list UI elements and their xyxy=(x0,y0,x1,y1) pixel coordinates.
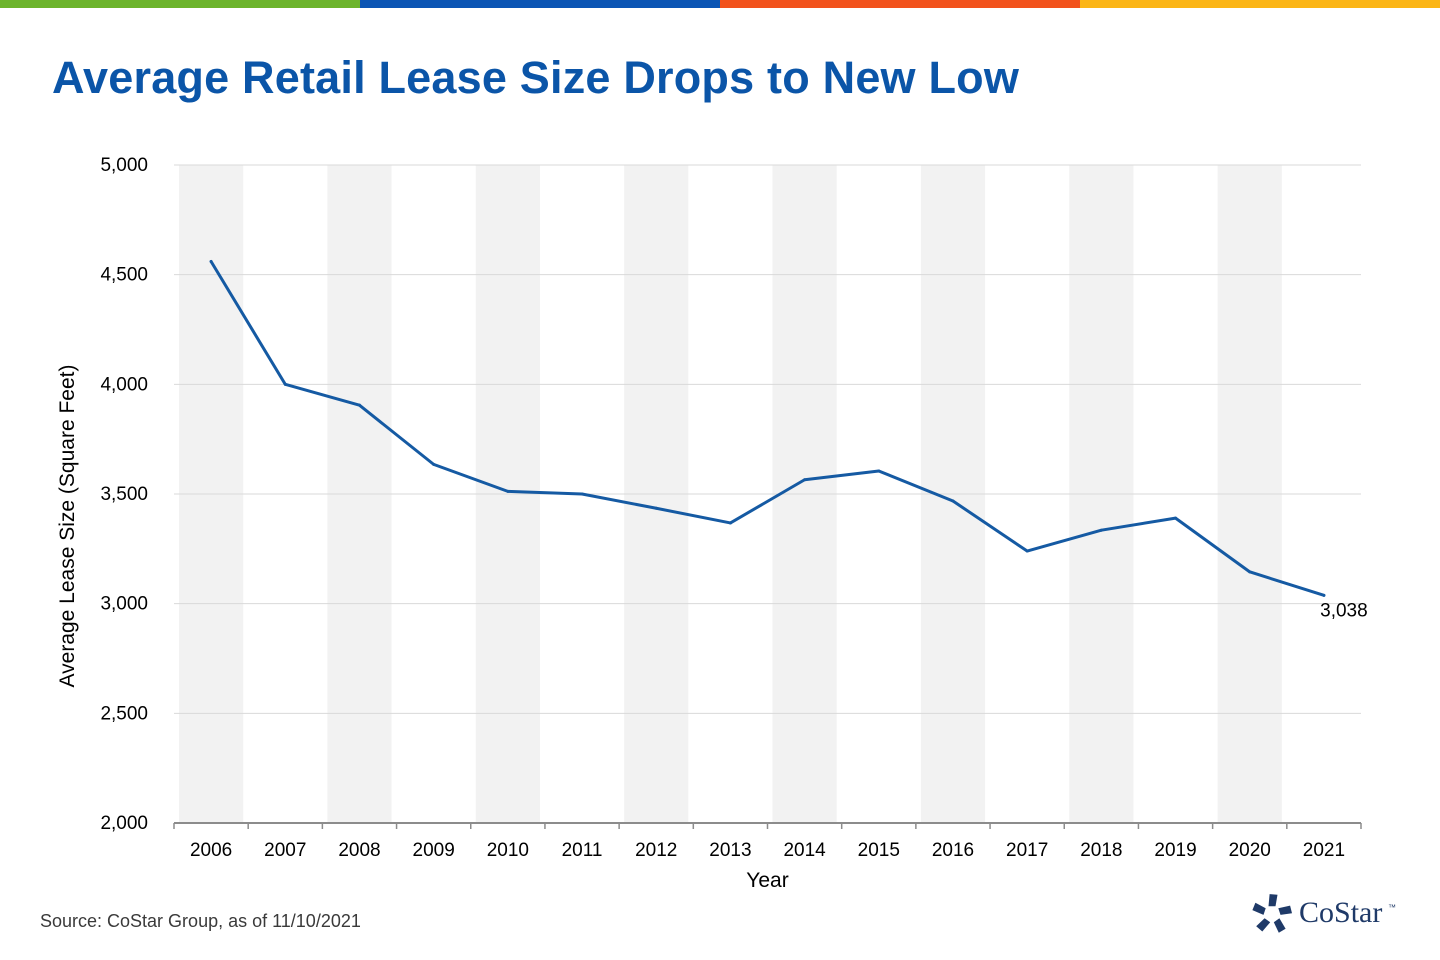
x-tick-label-2013: 2013 xyxy=(709,840,751,861)
data-point-2010 xyxy=(506,489,510,493)
stripe-blue xyxy=(360,0,720,8)
series-line-0 xyxy=(209,260,1326,597)
stripe-orange xyxy=(720,0,1080,8)
data-point-2007 xyxy=(283,382,287,386)
x-tick-label-2019: 2019 xyxy=(1154,840,1196,861)
data-point-2017 xyxy=(1025,549,1029,553)
stripe-green xyxy=(0,0,360,8)
x-tick-label-2012: 2012 xyxy=(635,840,677,861)
data-point-2014 xyxy=(803,478,807,482)
y-tick-label-2000: 2,000 xyxy=(100,813,148,834)
x-tick-label-2016: 2016 xyxy=(932,840,974,861)
x-tick-label-2006: 2006 xyxy=(190,840,232,861)
data-point-2008 xyxy=(357,403,361,407)
x-tick-label-2021: 2021 xyxy=(1303,840,1345,861)
star-icon xyxy=(1252,894,1292,933)
y-tick-label-4000: 4,000 xyxy=(100,374,148,395)
y-tick-label-4500: 4,500 xyxy=(100,265,148,286)
star-petal-0 xyxy=(1268,894,1278,907)
chart-title: Average Retail Lease Size Drops to New L… xyxy=(52,52,1020,103)
y-tick-label-2500: 2,500 xyxy=(100,703,148,724)
data-point-2021 xyxy=(1322,593,1326,597)
data-point-2019 xyxy=(1174,516,1178,520)
data-point-2009 xyxy=(432,462,436,466)
logo-trademark: ™ xyxy=(1388,903,1396,912)
x-axis-title: Year xyxy=(746,869,788,892)
data-point-2012 xyxy=(654,506,658,510)
y-tick-label-3000: 3,000 xyxy=(100,594,148,615)
x-tick-label-2017: 2017 xyxy=(1006,840,1048,861)
x-tick-label-2008: 2008 xyxy=(338,840,380,861)
data-point-2018 xyxy=(1099,528,1103,532)
data-point-2011 xyxy=(580,492,584,496)
star-petal-3 xyxy=(1256,918,1271,932)
data-point-2015 xyxy=(877,469,881,473)
star-petal-4 xyxy=(1252,902,1266,915)
star-petal-2 xyxy=(1273,918,1286,933)
x-tick-label-2007: 2007 xyxy=(264,840,306,861)
y-tick-label-5000: 5,000 xyxy=(100,155,148,176)
source-note: Source: CoStar Group, as of 11/10/2021 xyxy=(40,911,361,931)
x-tick-label-2015: 2015 xyxy=(858,840,900,861)
x-tick-label-2020: 2020 xyxy=(1229,840,1271,861)
data-point-2020 xyxy=(1248,570,1252,574)
costar-logo: CoStar ™ xyxy=(1252,893,1402,935)
data-point-2013 xyxy=(728,521,732,525)
data-point-2006 xyxy=(209,260,213,264)
x-tick-label-2011: 2011 xyxy=(562,840,603,861)
data-point-2016 xyxy=(951,499,955,503)
x-tick-label-2010: 2010 xyxy=(487,840,529,861)
line-chart: 2,000 2,500 3,000 3,500 4,000 4,500 5,000 2006 2… xyxy=(56,155,1368,892)
star-petal-1 xyxy=(1278,905,1292,915)
x-tick-label-2018: 2018 xyxy=(1080,840,1122,861)
x-tick-label-2014: 2014 xyxy=(783,840,826,861)
y-tick-label-3500: 3,500 xyxy=(100,484,148,505)
color-stripe xyxy=(0,0,1440,8)
logo-text: CoStar xyxy=(1299,896,1383,929)
data-label-2021: 3,038 xyxy=(1320,600,1368,621)
y-axis-title: Average Lease Size (Square Feet) xyxy=(56,365,79,688)
x-tick-label-2009: 2009 xyxy=(413,840,455,861)
stripe-yellow xyxy=(1080,0,1440,8)
